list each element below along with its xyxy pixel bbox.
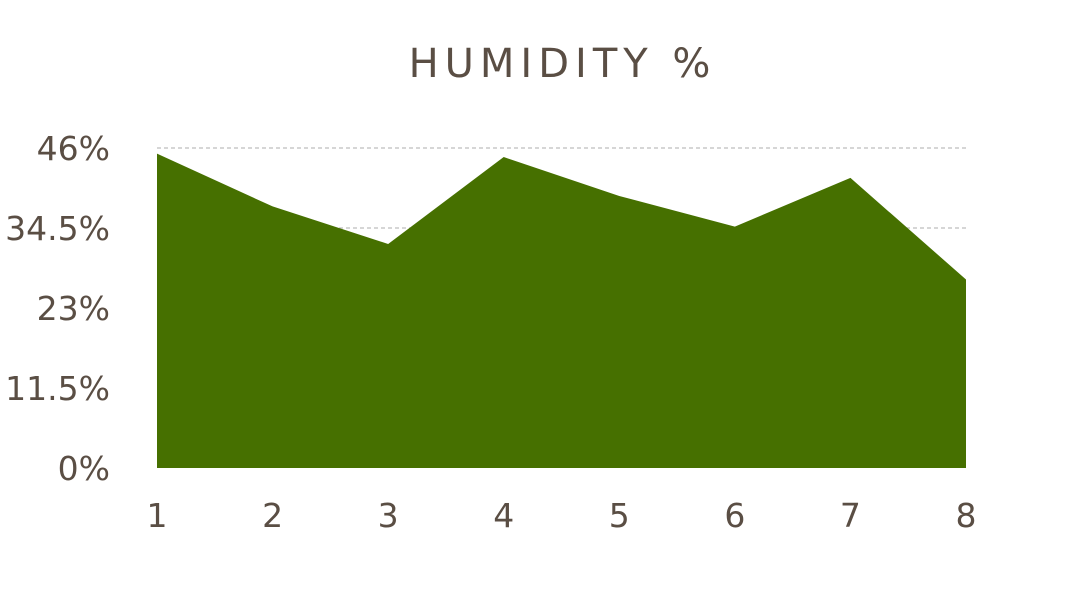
area-series-0 (157, 153, 966, 468)
y-tick-label-2: 23% (37, 289, 110, 328)
x-tick-label-8: 8 (956, 496, 977, 535)
x-tick-label-4: 4 (493, 496, 514, 535)
x-tick-label-5: 5 (609, 496, 630, 535)
y-tick-label-1: 11.5% (5, 369, 110, 408)
x-tick-label-2: 2 (262, 496, 283, 535)
x-tick-label-3: 3 (378, 496, 399, 535)
y-tick-label-3: 34.5% (5, 209, 110, 248)
x-tick-label-6: 6 (724, 496, 745, 535)
y-tick-label-0: 0% (58, 449, 110, 488)
y-axis-tick-labels: 0% 11.5% 23% 34.5% 46% (5, 129, 110, 488)
x-axis-tick-labels: 1 2 3 4 5 6 7 8 (147, 496, 977, 535)
x-tick-label-1: 1 (147, 496, 168, 535)
x-tick-label-7: 7 (840, 496, 861, 535)
chart-title: HUMIDITY % (408, 41, 717, 87)
area-series (156, 153, 967, 468)
y-tick-label-4: 46% (37, 129, 110, 168)
